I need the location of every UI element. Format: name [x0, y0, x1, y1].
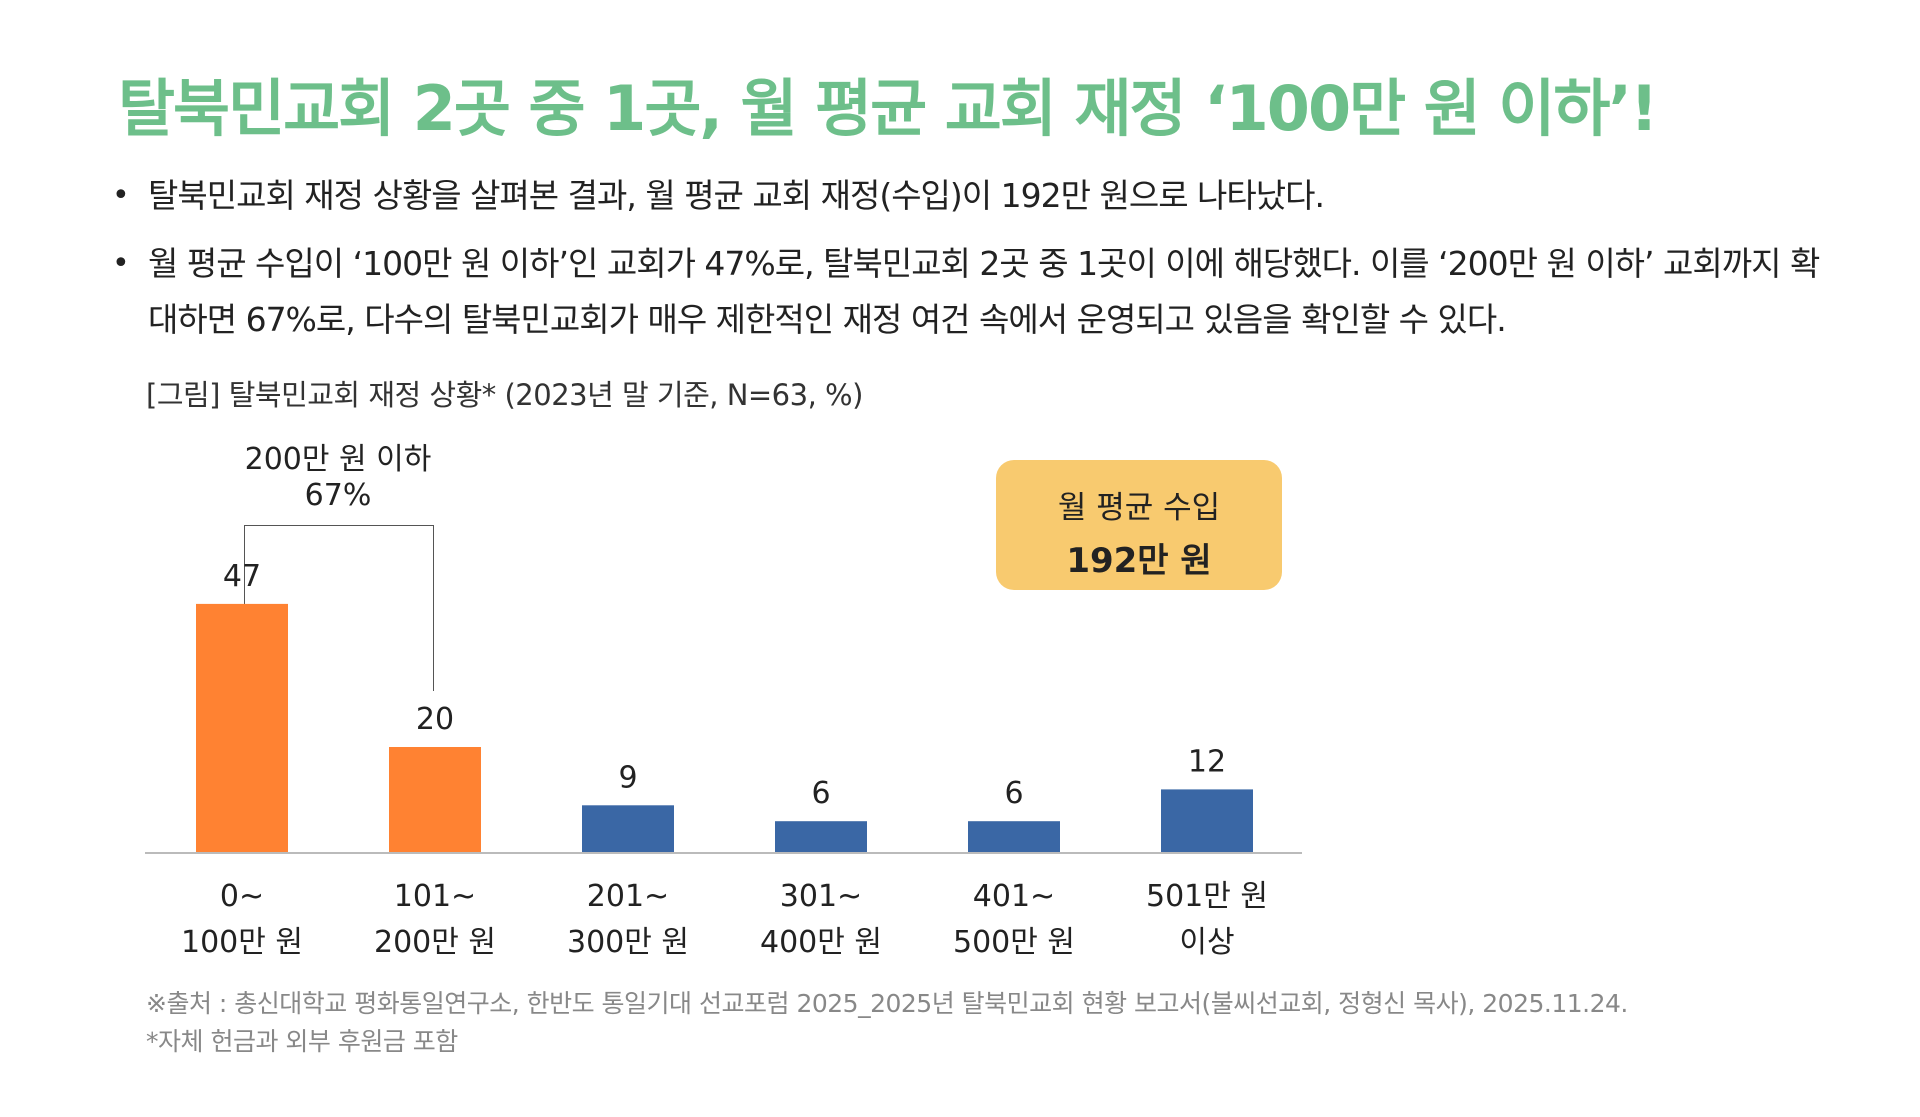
bullet-text: 탈북민교회 재정 상황을 살펴본 결과, 월 평균 교회 재정(수입)이 192… [148, 176, 1325, 215]
bullet-list: • 탈북민교회 재정 상황을 살펴본 결과, 월 평균 교회 재정(수입)이 1… [110, 168, 1830, 360]
data-label: 12 [1188, 744, 1226, 779]
bracket-label: 200만 원 이하 67% [238, 442, 438, 514]
bar [196, 603, 288, 853]
figure-caption: [그림] 탈북민교회 재정 상황* (2023년 말 기준, N=63, %) [146, 378, 863, 412]
source-footnote: *자체 헌금과 외부 후원금 포함 [146, 1027, 458, 1056]
bracket-label-range: 200만 원 이하 [244, 442, 432, 477]
bullet-text: 월 평균 수입이 ‘100만 원 이하’인 교회가 47%로, 탈북민교회 2곳… [148, 244, 1820, 339]
bullet-dot-icon: • [112, 178, 130, 213]
data-label: 20 [416, 702, 454, 737]
bullet-item: • 월 평균 수입이 ‘100만 원 이하’인 교회가 47%로, 탈북민교회 … [110, 236, 1830, 348]
category-label: 500만 원 [953, 925, 1075, 960]
bar [775, 821, 867, 853]
data-label: 6 [1004, 776, 1023, 811]
bracket-label-percent: 67% [304, 478, 372, 513]
bar [582, 805, 674, 853]
bullet-dot-icon: • [112, 246, 130, 281]
category-label: 301~ [780, 879, 862, 914]
category-label: 401~ [973, 879, 1055, 914]
category-label: 100만 원 [181, 925, 303, 960]
category-label: 0~ [220, 879, 264, 914]
bar [389, 747, 481, 853]
category-label: 200만 원 [374, 925, 496, 960]
callout-label: 월 평균 수입 [1057, 490, 1221, 526]
data-label: 47 [223, 559, 261, 594]
category-label: 101~ [394, 879, 476, 914]
category-label: 400만 원 [760, 925, 882, 960]
category-label: 201~ [587, 879, 669, 914]
page-title: 탈북민교회 2곳 중 1곳, 월 평균 교회 재정 ‘100만 원 이하’! [118, 72, 1658, 145]
category-label: 이상 [1179, 925, 1234, 960]
source-citation: ※출처 : 총신대학교 평화통일연구소, 한반도 통일기대 선교포럼 2025_… [146, 989, 1628, 1018]
average-income-callout: 월 평균 수입 192만 원 [996, 460, 1282, 590]
bar [1161, 789, 1253, 853]
bullet-item: • 탈북민교회 재정 상황을 살펴본 결과, 월 평균 교회 재정(수입)이 1… [110, 168, 1830, 224]
data-label: 9 [618, 760, 637, 795]
category-label: 300만 원 [567, 925, 689, 960]
bar [968, 821, 1060, 853]
callout-value: 192만 원 [1066, 541, 1212, 581]
category-label: 501만 원 [1146, 879, 1268, 914]
data-label: 6 [811, 776, 830, 811]
source-note: ※출처 : 총신대학교 평화통일연구소, 한반도 통일기대 선교포럼 2025_… [146, 985, 1628, 1061]
